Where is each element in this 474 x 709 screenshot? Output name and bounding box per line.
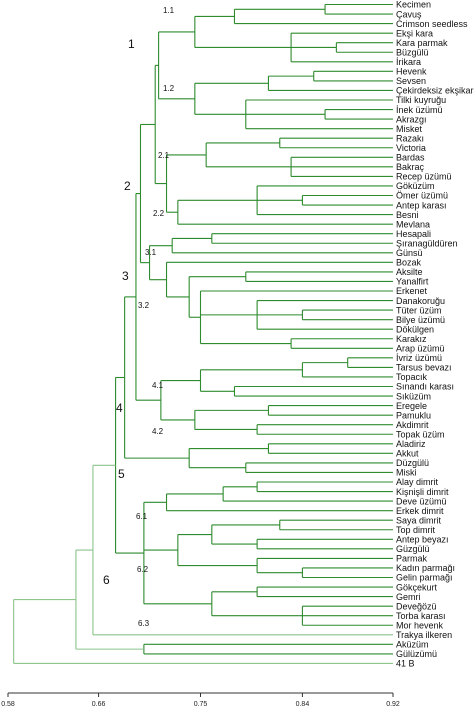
leaf-label: Bardas	[396, 153, 425, 163]
leaf-label: Karakız	[396, 334, 427, 344]
leaf-label: Sevsen	[396, 76, 426, 86]
cluster-labels: 1 1.1 1.2 2 2.1 2.2 3 3.1 3.2 4 4.1 4.2 5 6 6.1 6.2 6.3	[103, 6, 175, 628]
leaf-label: Sınandı karası	[396, 382, 454, 392]
leaf-label: Günsü	[396, 248, 423, 258]
cluster-label: 1	[128, 37, 135, 51]
leaf-label: Aküzüm	[396, 640, 429, 650]
leaf-label: Misket	[396, 124, 423, 134]
leaf-label: İvriz üzümü	[396, 353, 442, 363]
subcluster-label: 6.3	[138, 619, 150, 628]
leaf-label: Kara parmak	[396, 38, 448, 48]
leaf-label: Kecimen	[396, 0, 431, 10]
leaf-label: Çavuş	[396, 9, 422, 19]
subcluster-label: 3.1	[145, 248, 157, 257]
leaf-label: Bakraç	[396, 162, 425, 172]
leaf-label: Kişnişli dimrit	[396, 487, 449, 497]
leaf-label: Ömer üzümü	[396, 191, 448, 201]
leaf-label: Yanalfirt	[396, 277, 429, 287]
leaf-label: Ekşi kara	[396, 28, 433, 38]
leaf-label: Güzgülü	[396, 544, 430, 554]
leaf-label: İrikara	[396, 57, 421, 67]
leaf-label: Topacık	[396, 372, 428, 382]
leaf-label: Trakya ilkeren	[396, 630, 452, 640]
leaf-label: Tüter üzüm	[396, 305, 442, 315]
leaf-label: Parmak	[396, 554, 428, 564]
subcluster-label: 1.1	[163, 6, 175, 15]
cluster-label: 5	[118, 467, 125, 481]
subcluster-label: 3.2	[138, 301, 150, 310]
leaf-label: Akkut	[396, 449, 419, 459]
leaf-label: Razakı	[396, 133, 424, 143]
leaf-label: Deve üzümü	[396, 496, 447, 506]
leaf-label: Arap üzümü	[396, 344, 445, 354]
leaf-label: Deveğözü	[396, 601, 437, 611]
leaf-label: Şıranagüldüren	[396, 238, 458, 248]
leaf-label: Mor hevenk	[396, 620, 444, 630]
leaf-label: Göküzüm	[396, 181, 435, 191]
cluster-label: 6	[103, 573, 110, 587]
branch-lines	[13, 3, 393, 665]
subcluster-label: 4.2	[152, 427, 164, 436]
subcluster-label: 4.1	[152, 381, 164, 390]
leaf-label: Büzgülü	[396, 47, 429, 57]
leaf-label: 41 B	[396, 659, 415, 669]
leaf-label: Gelin parmağı	[396, 573, 453, 583]
cluster-label: 3	[122, 269, 129, 283]
leaf-label: Kadın parmağı	[396, 563, 455, 573]
leaf-label: Gülüzümü	[396, 649, 437, 659]
leaf-label: Erkenet	[396, 286, 428, 296]
leaf-label: Crimson seedless	[396, 19, 468, 29]
leaf-label: Miski	[396, 468, 417, 478]
x-tick-label: 0.75	[194, 701, 208, 708]
leaf-label: Tarsus bevazı	[396, 363, 452, 373]
leaf-label: Hevenk	[396, 67, 427, 77]
leaf-label: Sıküzüm	[396, 391, 431, 401]
leaf-label: Bilye üzümü	[396, 315, 445, 325]
leaf-label: Hesapali	[396, 229, 431, 239]
subcluster-label: 2.1	[158, 151, 170, 160]
x-tick-label: 0.66	[92, 701, 106, 708]
leaf-label: Antep karası	[396, 200, 447, 210]
leaf-label: Alay dimrit	[396, 477, 439, 487]
leaf-label: Erkek dimrit	[396, 506, 444, 516]
cluster-label: 4	[116, 401, 123, 415]
leaf-label: Besni	[396, 210, 419, 220]
leaf-label: Aladiriz	[396, 439, 426, 449]
leaf-label: İnek üzümü	[396, 105, 443, 115]
leaf-label: Top dimrit	[396, 525, 436, 535]
leaf-label: Aksilte	[396, 267, 423, 277]
leaf-label: Akdimrit	[396, 420, 429, 430]
leaf-label: Eregele	[396, 401, 427, 411]
leaf-label: Pamuklu	[396, 410, 431, 420]
subcluster-label: 6.2	[137, 565, 149, 574]
leaf-label: Recep üzümü	[396, 172, 452, 182]
leaf-label: Victoria	[396, 143, 426, 153]
x-tick-label: 0.58	[1, 701, 15, 708]
leaf-label: Gemri	[396, 592, 421, 602]
x-axis: 0.58 0.66 0.75 0.84 0.92	[1, 692, 400, 708]
leaf-label: Çekirdeksiz ekşikara	[396, 86, 474, 96]
leaf-label: Akrazgı	[396, 114, 427, 124]
x-tick-label: 0.84	[296, 701, 310, 708]
subcluster-label: 2.2	[153, 209, 165, 218]
leaf-label: Mevlana	[396, 219, 430, 229]
leaf-label: Saya dimrit	[396, 515, 442, 525]
cluster-label: 2	[124, 179, 131, 193]
x-tick-label: 0.92	[386, 701, 400, 708]
leaf-label: Antep beyazı	[396, 535, 449, 545]
leaf-label: Gökçekurt	[396, 582, 438, 592]
leaf-label: Düzgülü	[396, 458, 429, 468]
leaf-label: Dökülgen	[396, 324, 434, 334]
subcluster-label: 1.2	[163, 84, 175, 93]
leaf-label: Bozak	[396, 258, 422, 268]
leaf-label: Torba karası	[396, 611, 446, 621]
leaf-label: Tilki kuyruğu	[396, 95, 446, 105]
leaf-label: Danakoruğu	[396, 296, 445, 306]
leaf-label: Topak üzüm	[396, 429, 445, 439]
subcluster-label: 6.1	[136, 512, 148, 521]
